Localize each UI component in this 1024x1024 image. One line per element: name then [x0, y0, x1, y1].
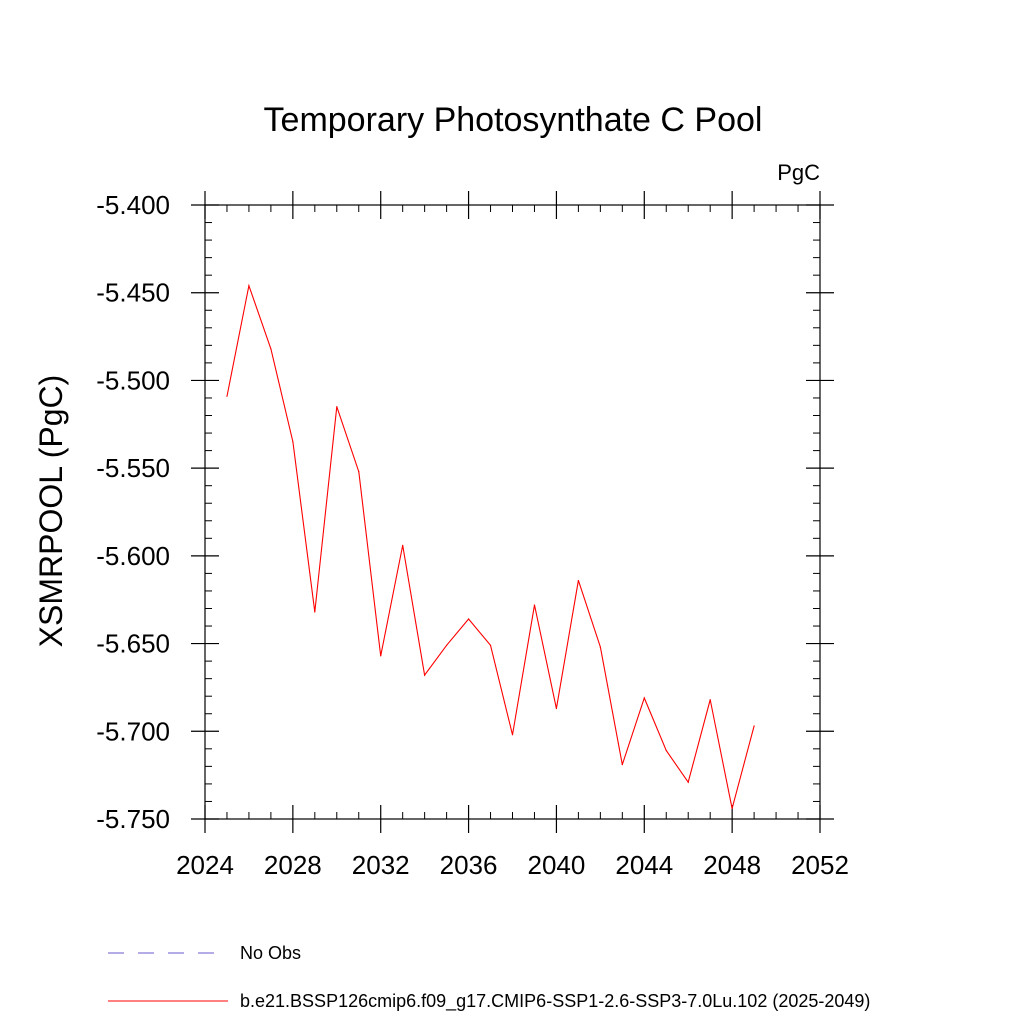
data-point [665, 749, 667, 752]
data-point [446, 644, 448, 646]
x-tick-label: 2052 [791, 850, 849, 880]
data-point [489, 644, 492, 646]
data-point [226, 395, 228, 397]
x-tick-label: 2032 [352, 850, 410, 880]
x-tick-label: 2044 [615, 850, 673, 880]
y-tick-label: -5.500 [96, 365, 170, 395]
x-tick-label: 2048 [703, 850, 761, 880]
data-point [424, 674, 426, 676]
data-point [314, 611, 316, 613]
data-point [248, 285, 250, 287]
data-point [358, 471, 360, 473]
data-point [709, 699, 711, 701]
data-point [336, 406, 338, 408]
data-point [555, 707, 558, 710]
minor-ticks [205, 205, 820, 819]
x-tick-label: 2040 [528, 850, 586, 880]
series-line-0 [226, 283, 755, 809]
data-point [270, 348, 272, 350]
y-tick-label: -5.400 [96, 190, 170, 220]
data-point [402, 544, 404, 546]
x-tick-label: 2028 [264, 850, 322, 880]
data-point [577, 579, 579, 582]
legend-label-model-run: b.e21.BSSP126cmip6.f09_g17.CMIP6-SSP1-2.… [240, 991, 870, 1012]
data-point [292, 441, 294, 443]
y-tick-label: -5.700 [96, 716, 170, 746]
data-point [753, 725, 755, 727]
data-point [687, 781, 689, 783]
plot-frame [204, 204, 821, 820]
x-tick-label: 2024 [176, 850, 234, 880]
data-point [533, 604, 536, 606]
y-tick-label: -5.600 [96, 541, 170, 571]
major-ticks [191, 191, 834, 833]
y-tick-label: -5.750 [96, 804, 170, 834]
y-axis-label: XSMRPOOL (PgC) [33, 375, 69, 648]
y-tick-labels: -5.400 -5.450 -5.500 -5.550 -5.600 -5.650 -5.7… [96, 190, 170, 834]
y-tick-label: -5.550 [96, 453, 170, 483]
units-label: PgC [777, 160, 820, 185]
legend-label-no-obs: No Obs [240, 943, 301, 963]
y-tick-label: -5.650 [96, 629, 170, 659]
y-tick-label: -5.450 [96, 278, 170, 308]
data-point [643, 697, 645, 699]
x-tick-labels: 2024 2028 2032 2036 2040 2044 2048 2052 [176, 850, 849, 880]
data-point [511, 734, 514, 736]
data-point [731, 807, 733, 810]
data-point [380, 655, 382, 657]
x-tick-label: 2036 [440, 850, 498, 880]
legend: No Obs b.e21.BSSP126cmip6.f09_g17.CMIP6-… [108, 943, 870, 1012]
data-point [467, 618, 470, 620]
data-point [621, 764, 623, 766]
series-layer [226, 283, 755, 810]
data-point [599, 646, 601, 648]
chart-title: Temporary Photosynthate C Pool [264, 101, 763, 139]
